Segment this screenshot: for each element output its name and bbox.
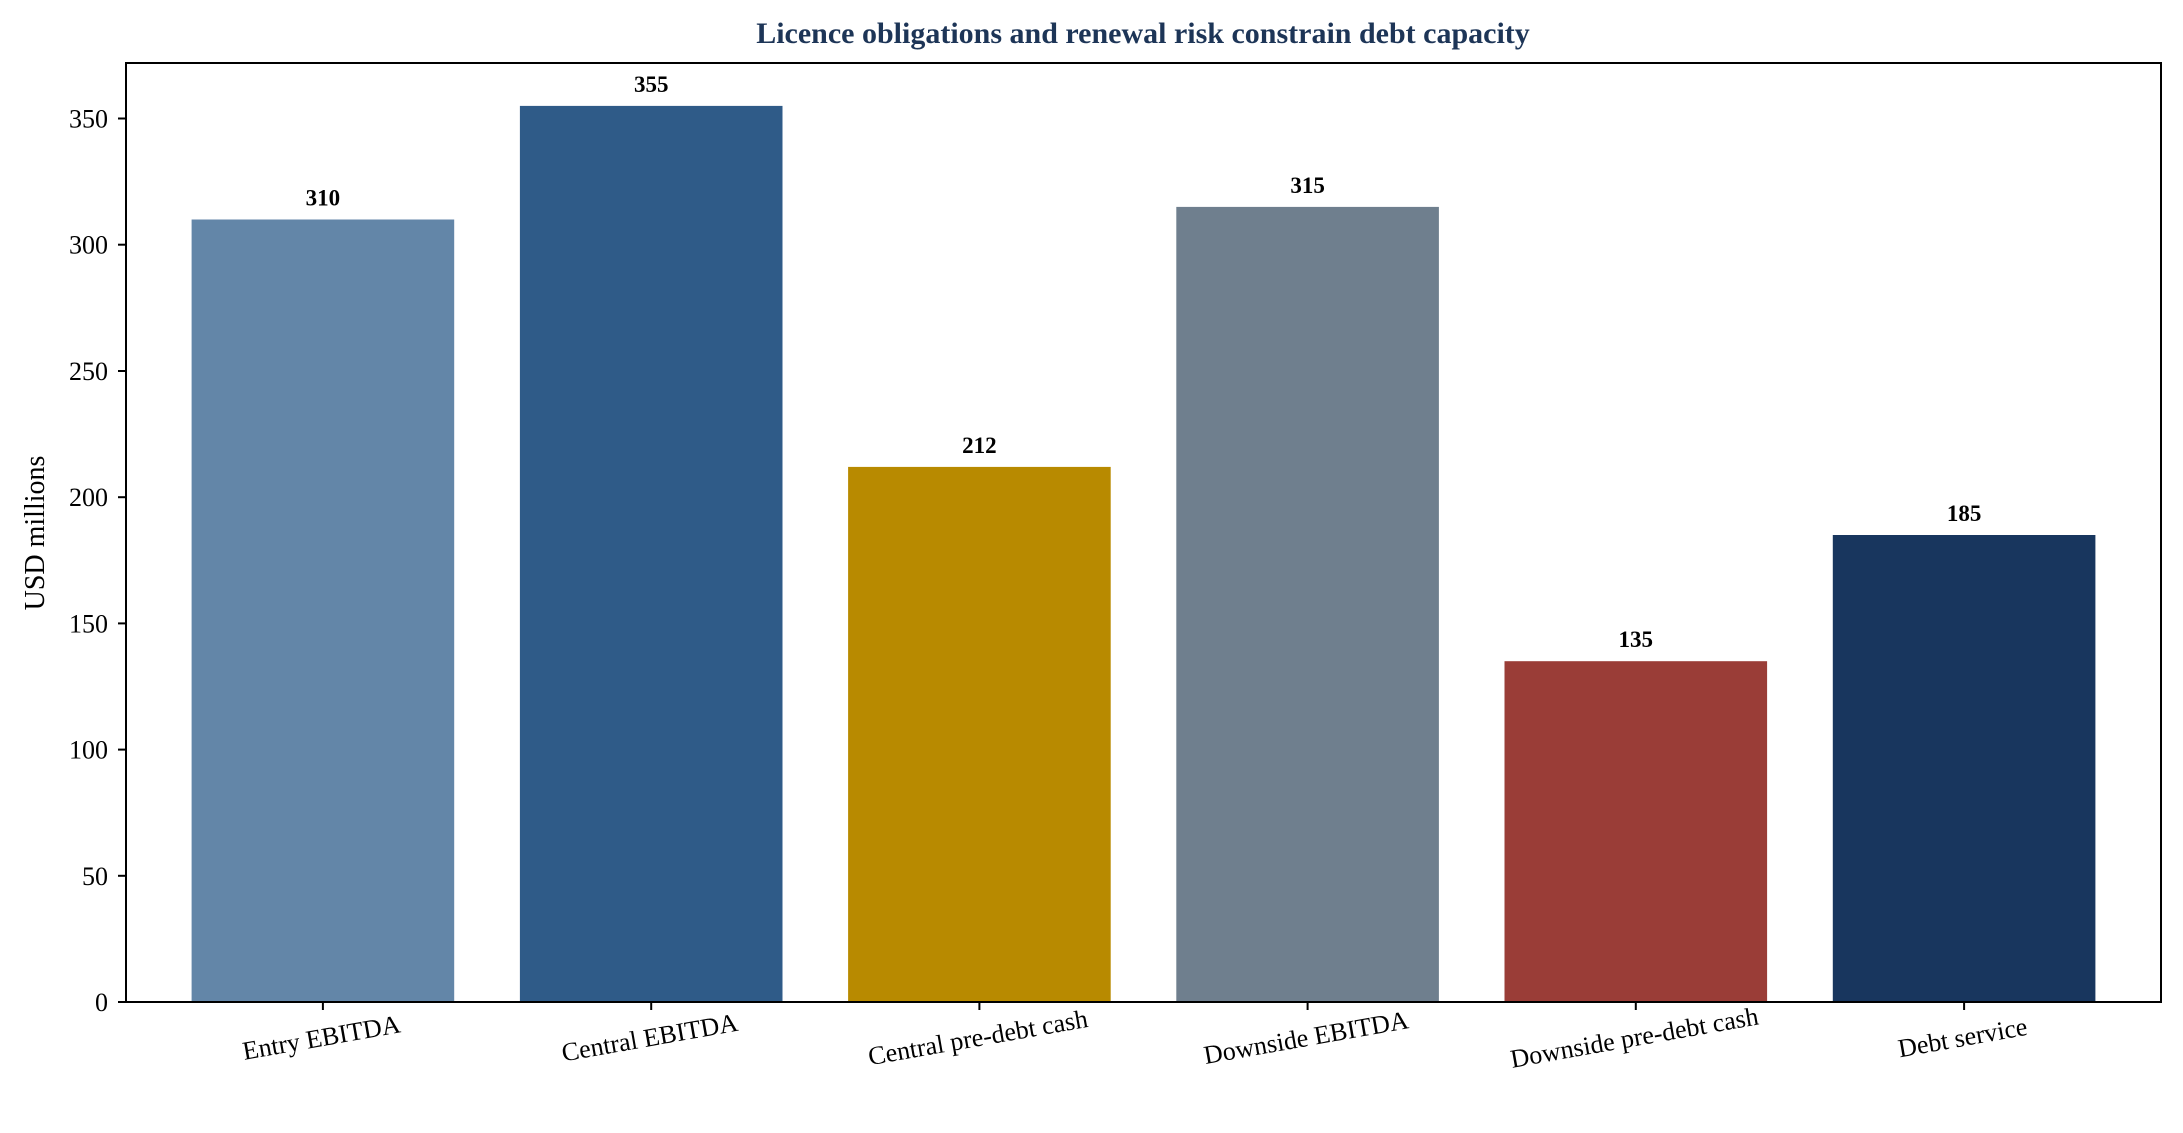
data-label: 212 [962,433,997,458]
y-tick-label: 200 [69,483,108,512]
y-axis-label: USD millions [20,456,51,611]
x-tick-label: Debt service [1896,1012,2030,1063]
x-tick-label: Downside EBITDA [1202,1005,1411,1070]
data-label: 355 [634,72,669,97]
data-label: 310 [306,186,341,211]
y-tick-label: 350 [69,105,108,134]
bar-central-pre-debt-cash [848,466,1111,1002]
y-tick-label: 250 [69,357,108,386]
x-tick-label: Downside pre-debt cash [1508,1002,1760,1074]
y-tick-label: 150 [69,609,108,638]
x-tick-label: Central EBITDA [559,1008,740,1068]
bar-downside-pre-debt-cash [1504,661,1768,1002]
x-tick-label: Central pre-debt cash [866,1004,1090,1071]
bar-entry-ebitda [191,219,455,1002]
x-tick-label: Entry EBITDA [240,1009,402,1065]
data-label: 185 [1947,501,1982,526]
y-axis: 0 50 100 150 200 250 300 350 [69,105,126,1017]
x-axis: Entry EBITDA Central EBITDA Central pre-de… [240,1002,2029,1074]
data-labels-layer: 310 355 212 315 135 185 [306,72,1982,652]
data-label: 315 [1290,173,1325,198]
bar-downside-ebitda [1176,206,1439,1002]
chart-title: Licence obligations and renewal risk con… [756,17,1530,50]
y-tick-label: 300 [69,231,108,260]
data-label: 135 [1619,627,1654,652]
y-tick-label: 0 [95,988,108,1017]
bar-central-ebitda [519,105,783,1002]
plot-frame [125,62,2162,1003]
bar-debt-service [1832,535,2096,1002]
y-tick-label: 100 [69,736,108,765]
y-tick-label: 50 [82,862,108,891]
bars-layer [191,105,2096,1002]
